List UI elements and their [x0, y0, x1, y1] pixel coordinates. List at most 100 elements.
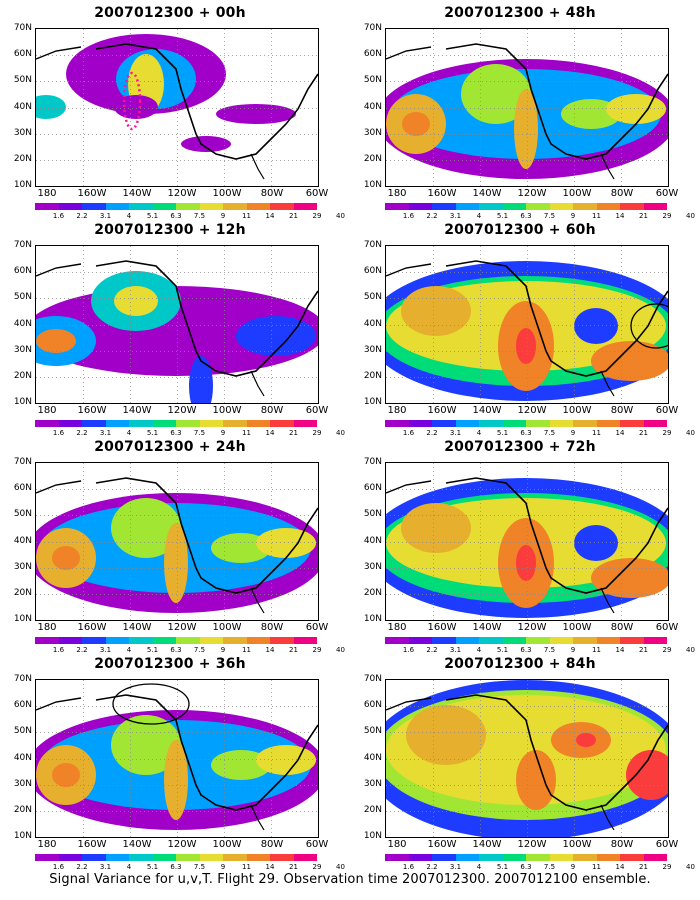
- latitude-label: 10N: [363, 614, 382, 624]
- colorbar-label: 6.3: [170, 863, 182, 871]
- colorbar-label: 6.3: [170, 212, 182, 220]
- coastline: [95, 43, 318, 160]
- panel-title: 2007012300 + 24h: [94, 439, 246, 455]
- longitude-label: 160W: [77, 839, 107, 850]
- colorbar-swatch: [526, 420, 550, 427]
- forecast-panel-p00: 2007012300 + 00h 70N 60N 50N 40N 30N 20N 10N 180…: [0, 5, 345, 221]
- longitude-label: 60W: [305, 622, 329, 633]
- colorbar-swatch: [596, 203, 620, 210]
- latitude-label: 50N: [13, 509, 32, 520]
- longitude-label: 180: [387, 405, 407, 416]
- colorbar-label: 7.5: [543, 863, 556, 871]
- colorbar-swatch: [526, 854, 550, 861]
- colorbar-label: 1.6: [52, 429, 65, 437]
- latitude-label: 10N: [13, 831, 32, 841]
- colorbar-label: 7.5: [193, 863, 206, 871]
- latitude-label: 50N: [13, 75, 32, 86]
- colorbar-swatch: [152, 420, 176, 427]
- colorbar-label: 9: [220, 863, 226, 871]
- latitude-label: 70N: [13, 457, 32, 467]
- colorbar-swatch: [105, 854, 129, 861]
- colorbar-label: 1.6: [52, 212, 65, 220]
- forecast-panel-p72: 2007012300 + 72h 70N 60N 50N 40N 30N 20N 10N 180…: [350, 439, 695, 655]
- longitude-label: 120W: [167, 188, 197, 199]
- longitude-label: 100W: [212, 622, 242, 633]
- map-plot-area: [385, 28, 669, 187]
- longitude-label: 100W: [562, 839, 592, 850]
- longitude-label: 140W: [122, 405, 152, 416]
- colorbar-swatch: [35, 854, 59, 861]
- latitude-label: 30N: [363, 127, 382, 138]
- colorbar-swatch: [526, 203, 550, 210]
- latitude-label: 60N: [363, 266, 382, 277]
- variance-band: [606, 94, 666, 124]
- colorbar-swatch: [82, 203, 106, 210]
- longitude-label: 120W: [517, 405, 547, 416]
- variance-band: [461, 64, 531, 124]
- colorbar-swatch: [643, 854, 667, 861]
- latitude-label: 70N: [13, 23, 32, 33]
- longitude-label: 80W: [260, 839, 284, 850]
- colorbar-swatch: [129, 420, 153, 427]
- colorbar-label: 14: [615, 212, 625, 220]
- colorbar-swatch: [293, 203, 317, 210]
- latitude-label: 60N: [13, 700, 32, 711]
- variance-band: [574, 525, 618, 561]
- colorbar-label: 29: [662, 863, 672, 871]
- coastline: [386, 697, 432, 711]
- forecast-panel-p12: 2007012300 + 12h 70N 60N 50N 40N 30N 20N 10N 180…: [0, 222, 345, 438]
- colorbar-label: 2.2: [426, 212, 438, 220]
- colorbar-label: 1.6: [402, 212, 415, 220]
- latitude-label: 40N: [363, 752, 382, 763]
- longitude-label: 80W: [610, 188, 634, 199]
- coastline: [36, 697, 82, 711]
- colorbar-label: 5.1: [146, 429, 159, 437]
- colorbar-label: 14: [265, 212, 275, 220]
- longitude-label: 160W: [427, 622, 457, 633]
- coastline: [445, 694, 668, 811]
- longitude-label: 100W: [212, 839, 242, 850]
- target-region-circle: [630, 303, 668, 349]
- longitude-label: 80W: [610, 622, 634, 633]
- coastline: [386, 263, 432, 277]
- longitude-label: 160W: [427, 188, 457, 199]
- latitude-label: 50N: [13, 726, 32, 737]
- longitude-label: 180: [37, 405, 57, 416]
- latitude-label: 20N: [363, 804, 382, 815]
- latitude-label: 20N: [363, 153, 382, 164]
- colorbar-label: 1.6: [402, 646, 415, 654]
- colorbar-swatch: [270, 637, 294, 644]
- colorbar-label: 2.2: [426, 429, 438, 437]
- colorbar-label: 1.6: [402, 863, 415, 871]
- colorbar-swatch: [199, 203, 223, 210]
- variance-map: [386, 29, 668, 186]
- latitude-label: 40N: [13, 101, 32, 112]
- colorbar-swatch: [385, 420, 409, 427]
- variance-map: [36, 463, 318, 620]
- longitude-label: 60W: [305, 188, 329, 199]
- colorbar-swatch: [502, 203, 526, 210]
- latitude-label: 10N: [13, 397, 32, 407]
- colorbar-swatch: [35, 420, 59, 427]
- variance-core: [591, 341, 668, 381]
- longitude-label: 100W: [212, 405, 242, 416]
- colorbar-swatch: [573, 203, 597, 210]
- colorbar-swatch: [199, 420, 223, 427]
- longitude-label: 140W: [472, 188, 502, 199]
- latitude-label: 70N: [363, 240, 382, 250]
- longitude-label: 80W: [610, 405, 634, 416]
- colorbar-label: 1.6: [52, 646, 65, 654]
- colorbar-label: 3.1: [449, 429, 462, 437]
- longitude-label: 60W: [305, 839, 329, 850]
- latitude-label: 30N: [13, 778, 32, 789]
- colorbar-swatch: [58, 637, 82, 644]
- variance-core: [516, 328, 536, 364]
- colorbar-label: 2.2: [76, 212, 88, 220]
- variance-core: [576, 733, 596, 747]
- latitude-label: 60N: [13, 266, 32, 277]
- colorbar-swatch: [199, 854, 223, 861]
- variance-band: [256, 745, 316, 775]
- coastline: [445, 43, 668, 160]
- longitude-label: 80W: [260, 188, 284, 199]
- panel-title: 2007012300 + 00h: [94, 5, 246, 21]
